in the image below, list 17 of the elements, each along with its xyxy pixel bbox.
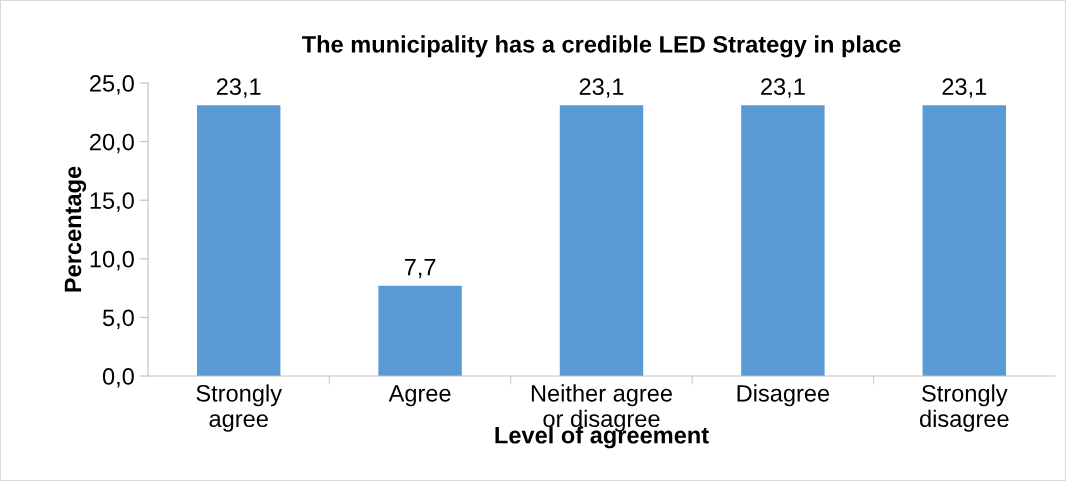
- y-tick-label: 20,0: [90, 133, 134, 154]
- data-label: 7,7: [404, 259, 436, 279]
- data-label: 23,1: [579, 78, 624, 98]
- y-tick-label: 15,0: [90, 192, 134, 212]
- y-axis-title: Percentage: [64, 166, 87, 292]
- x-tick-label: Disagree: [737, 384, 830, 407]
- data-label: 23,1: [216, 78, 261, 98]
- y-tick-label: 0,0: [102, 368, 134, 388]
- y-tick-label: 10,0: [90, 250, 134, 271]
- x-tick-label: Strongly disagree: [920, 384, 1009, 432]
- x-tick-label: Strongly agree: [196, 384, 282, 432]
- x-tick-label: Agree: [388, 385, 451, 407]
- data-label: 23,1: [942, 78, 987, 98]
- y-tick-label: 5,0: [102, 309, 134, 329]
- y-tick-label: 25,0: [90, 75, 134, 95]
- data-label: 23,1: [761, 78, 805, 98]
- chart-title: The municipality has a credible LED Strategy in place: [301, 35, 901, 58]
